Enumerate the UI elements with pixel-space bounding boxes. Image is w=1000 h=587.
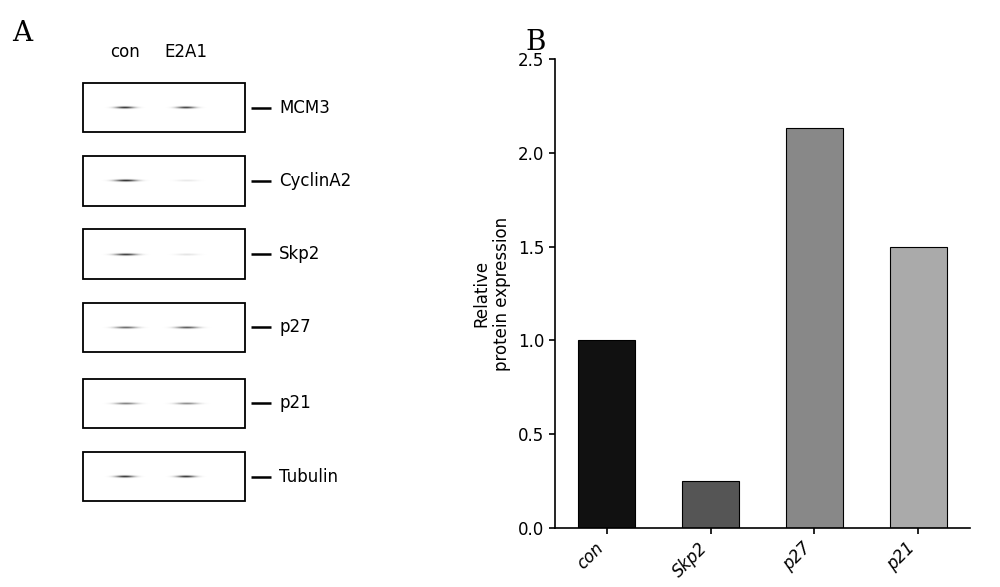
Bar bbox=[786, 128, 843, 528]
FancyBboxPatch shape bbox=[83, 379, 245, 428]
FancyBboxPatch shape bbox=[83, 302, 245, 352]
Text: MCM3: MCM3 bbox=[279, 99, 330, 117]
Text: A: A bbox=[12, 20, 32, 47]
FancyBboxPatch shape bbox=[83, 230, 245, 279]
Text: B: B bbox=[525, 29, 546, 56]
Text: Skp2: Skp2 bbox=[279, 245, 321, 263]
Bar bbox=[578, 340, 635, 528]
FancyBboxPatch shape bbox=[83, 452, 245, 501]
Text: E2A1: E2A1 bbox=[165, 43, 208, 61]
Text: Tubulin: Tubulin bbox=[279, 468, 338, 485]
Text: p21: p21 bbox=[279, 394, 311, 413]
Text: CyclinA2: CyclinA2 bbox=[279, 172, 352, 190]
Text: con: con bbox=[110, 43, 140, 61]
Text: p27: p27 bbox=[279, 318, 311, 336]
FancyBboxPatch shape bbox=[83, 156, 245, 205]
Y-axis label: Relative
protein expression: Relative protein expression bbox=[472, 217, 511, 370]
Bar bbox=[682, 481, 739, 528]
FancyBboxPatch shape bbox=[83, 83, 245, 132]
Bar bbox=[890, 247, 947, 528]
